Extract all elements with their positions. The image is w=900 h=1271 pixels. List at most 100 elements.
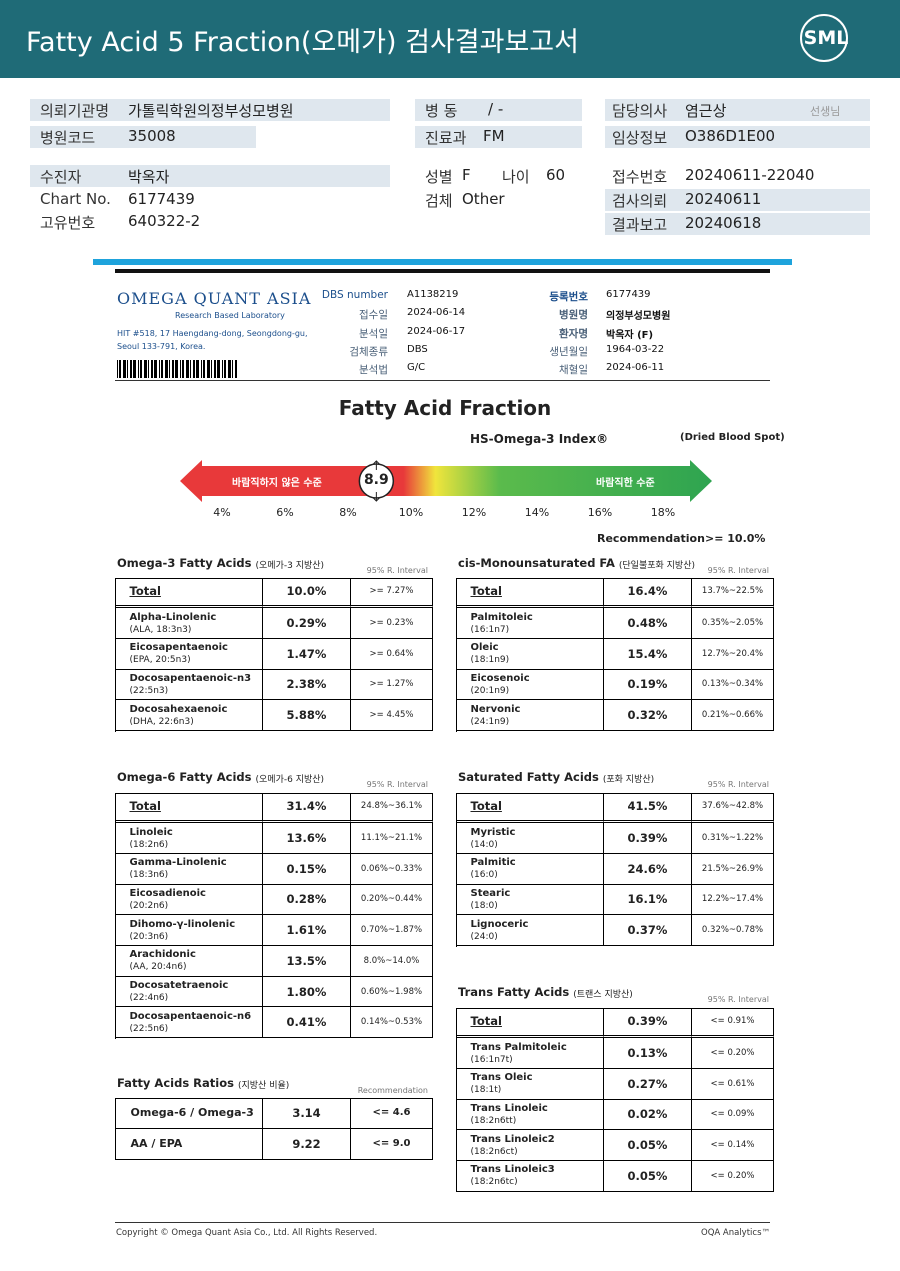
cell: 0.27% [604,1068,692,1100]
table-title: Saturated Fatty Acids [458,770,599,784]
cell: Palmitic (16:0) [455,853,604,885]
row-name: Trans Linoleic3 [470,1164,555,1176]
low-label: 바람직하지 않은 수준 [232,478,322,489]
cell: 0.31%~1.22% [692,823,774,854]
row-sub: (20:1n9) [470,685,510,696]
lab-field-value: DBS [407,343,428,355]
row-value: 16.4% [627,584,668,599]
info-box [30,99,390,121]
cell: <= 0.91% [692,1007,774,1039]
info-box [605,213,870,235]
cell: Eicosapentaenoic (EPA, 20:5n3) [114,638,263,670]
cell: Trans Palmitoleic (16:1n7t) [455,1038,604,1069]
lab-field-value: 2024-06-17 [407,325,466,337]
barcode-bar [133,360,136,378]
row-range: 12.2%~17.4% [701,894,764,905]
table-subtitle: (오메가-3 지방산) [255,561,325,571]
row-value: 0.27% [627,1076,668,1091]
row-value: 0.37% [627,923,668,938]
lab-field-label: DBS number [321,289,388,301]
lab-field-value: 의정부성모병원 [606,311,671,323]
info-label: 병 동 [425,102,458,120]
row-sub: (14:0) [470,839,498,850]
row-sub: (18:1n9) [470,655,510,666]
report-title: Fatty Acid 5 Fraction(오메가) 검사결과보고서 [26,27,579,58]
table: Omega-6 / Omega-3 3.14 <= 4.6 AA / EPA 9.22 <… [114,1097,433,1160]
row-range: 12.7%~20.4% [701,648,764,659]
cell: 37.6%~42.8% [692,792,774,824]
row-range: <= 0.91% [710,1016,755,1027]
cell: 16.4% [604,577,692,609]
cell: Trans Linoleic2 (18:2n6ct) [455,1130,604,1161]
interval-header: 95% R. Interval [366,566,428,575]
row-sub: (22:4n6) [129,993,169,1004]
lab-field-value: A1138219 [407,289,459,300]
cell: Trans Oleic (18:1t) [455,1068,604,1100]
row-range: 0.06%~0.33% [360,863,423,874]
cell: 0.39% [604,1007,692,1039]
cell: 0.39% [604,823,692,854]
row-sub: (ALA, 18:3n3) [129,624,192,635]
info-label: 고유번호 [40,214,96,232]
cell: >= 1.27% [351,669,433,701]
row-name: Docosapentaenoic-n3 [129,672,252,684]
cell: 0.15% [263,853,351,885]
cell: 24.6% [604,853,692,885]
info-label: 결과보고 [612,216,668,234]
cell: 13.7%~22.5% [692,577,774,609]
cell: 3.14 [263,1097,351,1129]
tick-label: 14% [524,506,550,519]
high-label: 바람직한 수준 [596,478,655,489]
info-label: 수진자 [40,168,82,186]
cell: Trans Linoleic3 (18:2n6tc) [455,1161,604,1192]
barcode-bar [222,360,223,378]
cell: 8.0%~14.0% [351,946,433,977]
row-name: Arachidonic [129,949,196,961]
index-value: 8.9 [363,472,389,488]
cell: 10.0% [263,577,351,609]
lab-field-label: 환자명 [559,327,588,340]
row-value: 2.38% [286,677,327,692]
info-box [415,126,582,148]
row-name: Docosatetraenoic [129,980,229,992]
cell: 0.20%~0.44% [351,884,433,916]
row-value: 41.5% [627,799,668,814]
interval-header: 95% R. Interval [707,566,769,575]
info-label: 의뢰기관명 [40,102,110,120]
info-label: 병원코드 [40,129,96,147]
info-value: 박옥자 [128,168,170,186]
cell: >= 7.27% [351,577,433,609]
barcode-bar [138,360,139,378]
cell: AA / EPA [114,1128,263,1160]
row-name: Omega-6 / Omega-3 [130,1106,254,1119]
cell: 13.6% [263,823,351,854]
cell: 0.60%~1.98% [351,976,433,1008]
lab-field-label: 분석법 [359,364,388,377]
info-label: 성별 [425,168,453,186]
cell: 15.4% [604,638,692,670]
info-box [605,189,870,211]
recommendation-label: Recommendation [597,532,705,545]
row-value: 0.28% [286,892,327,907]
cell: Nervonic (24:1n9) [455,700,604,731]
table-title: cis-Monounsaturated FA [458,556,615,570]
info-note: 선생님 [810,105,841,118]
row-sub: (18:2n6) [129,839,169,850]
cell: Omega-6 / Omega-3 [114,1097,263,1129]
cell: Linoleic (18:2n6) [114,823,263,854]
cell: <= 0.20% [692,1161,774,1192]
info-value: 35008 [128,127,176,145]
info-label: 담당의사 [612,102,668,120]
barcode-bar [235,360,237,378]
barcode-bar [148,360,149,378]
row-name: Stearic [470,887,511,899]
row-name: AA / EPA [130,1137,183,1150]
row-name: Total [470,799,502,814]
row-value: 15.4% [627,646,668,661]
cell: 0.32% [604,700,692,731]
barcode-bar [172,360,174,378]
info-value: 640322-2 [128,212,201,230]
table: Total 16.4% 13.7%~22.5% Palmitoleic (16:1n7)… [455,577,774,732]
brand: OQA Analytics™ [701,1228,770,1238]
